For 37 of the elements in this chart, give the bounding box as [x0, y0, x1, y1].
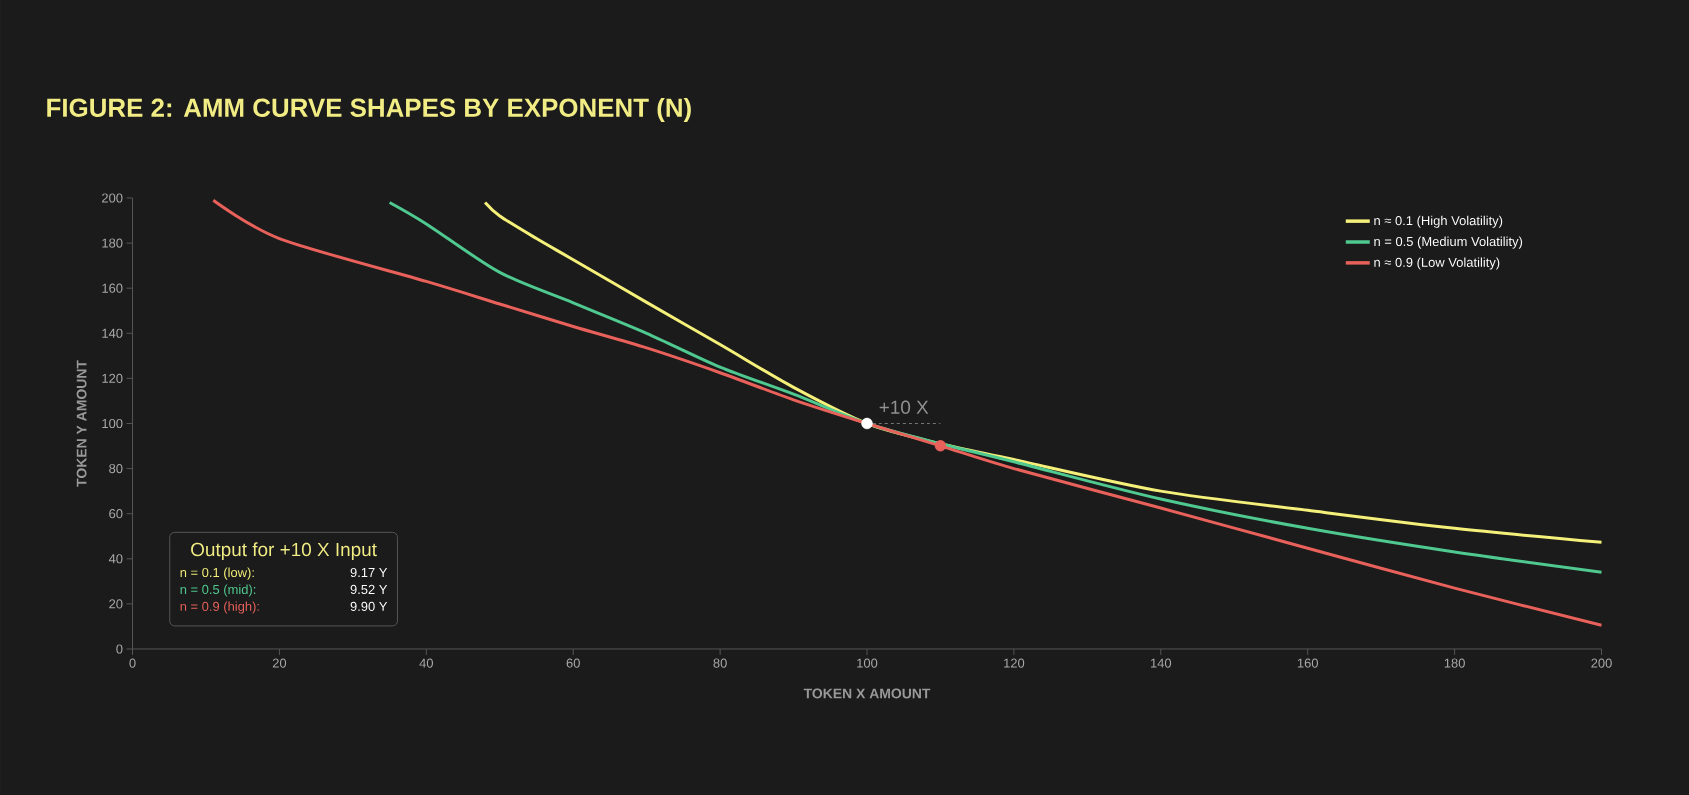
- annotation: 9.52 Y: [350, 584, 388, 595]
- y-tick-label: 180: [102, 238, 123, 248]
- legend-label: n = 0.5 (Medium Volatility): [1374, 236, 1523, 249]
- x-tick-label: 60: [566, 658, 580, 668]
- x-tick-label: 160: [1297, 658, 1319, 668]
- annotation: 9.90 Y: [350, 601, 388, 611]
- x-tick-label: 20: [272, 658, 287, 668]
- legend-label: n ≈ 0.9 (Low Volatility): [1374, 257, 1500, 270]
- chart-title: FIGURE 2: AMM CURVE SHAPES BY EXPONENT (N): [47, 97, 691, 123]
- x-tick-label: 120: [1004, 658, 1025, 668]
- y-axis-title: TOKEN Y AMOUNT: [76, 360, 87, 487]
- x-tick-label: 200: [1591, 658, 1612, 668]
- line-series: [388, 200, 1603, 574]
- y-tick-label: 0: [116, 644, 123, 654]
- y-tick-label: 60: [109, 509, 123, 519]
- y-tick-label: 80: [109, 463, 123, 474]
- annotation: n = 0.9 (high):: [180, 601, 259, 614]
- y-tick-label: 100: [102, 418, 123, 429]
- x-tick-label: 80: [713, 658, 727, 668]
- y-tick-label: 40: [108, 554, 123, 564]
- x-tick-label: 0: [129, 658, 136, 668]
- annotation: +10 X: [879, 400, 929, 414]
- legend-label: n ≈ 0.1 (High Volatility): [1374, 215, 1503, 228]
- x-axis-title: TOKEN X AMOUNT: [803, 688, 931, 699]
- y-tick-label: 160: [102, 283, 123, 293]
- x-tick-label: 40: [419, 658, 434, 668]
- y-tick-label: 140: [102, 328, 123, 338]
- annotation: n = 0.1 (low):: [180, 567, 254, 580]
- annotation: Output for +10 X Input: [191, 542, 377, 560]
- y-tick-label: 20: [109, 599, 123, 609]
- x-tick-label: 140: [1150, 658, 1172, 668]
- y-tick-label: 120: [102, 373, 123, 383]
- x-tick-label: 180: [1444, 658, 1465, 668]
- x-tick-label: 100: [857, 658, 878, 668]
- y-tick-label: 200: [102, 193, 123, 203]
- annotation: 9.17 Y: [350, 567, 388, 578]
- annotation: n = 0.5 (mid):: [180, 584, 256, 597]
